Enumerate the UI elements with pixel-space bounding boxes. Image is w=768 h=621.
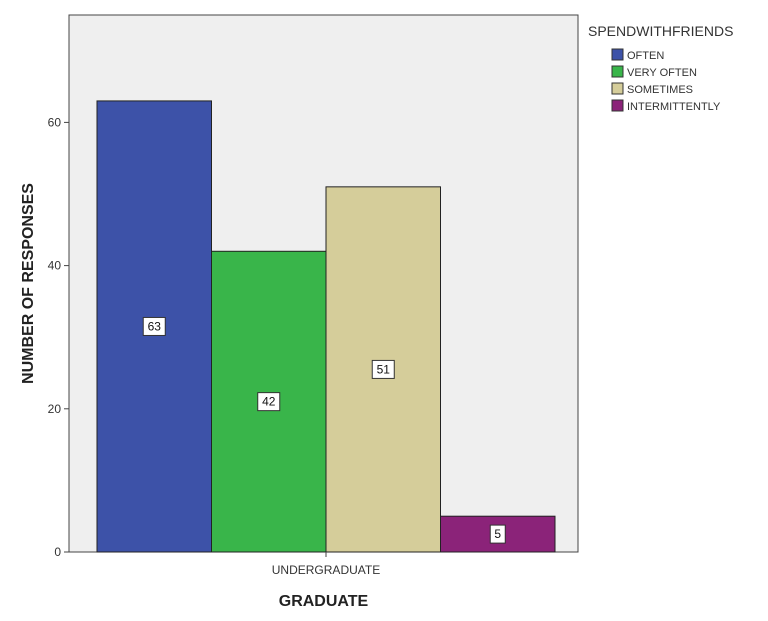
- legend-swatch: [611, 82, 624, 95]
- legend-label: OFTEN: [627, 50, 664, 62]
- legend-swatch: [611, 48, 624, 61]
- x-axis: UNDERGRADUATE: [272, 552, 380, 577]
- legend-swatch: [611, 65, 624, 78]
- data-label: 51: [377, 362, 391, 376]
- data-label-box: [371, 359, 395, 379]
- data-labels: 63 42 51 5: [142, 316, 506, 544]
- data-label-box: [257, 392, 281, 412]
- x-axis-title: GRADUATE: [279, 593, 369, 610]
- y-tick-label: 40: [48, 259, 62, 273]
- data-label-box: [489, 524, 506, 544]
- legend-label: SOMETIMES: [627, 84, 693, 96]
- legend-label: VERY OFTEN: [627, 67, 697, 79]
- x-tick-label: UNDERGRADUATE: [272, 563, 380, 577]
- data-label: 5: [494, 527, 501, 541]
- y-axis: 0 20 40 60: [48, 115, 69, 559]
- y-tick-label: 20: [48, 402, 62, 416]
- legend-title: SPENDWITHFRIENDS: [588, 23, 733, 39]
- y-axis-title: NUMBER OF RESPONSES: [20, 183, 37, 384]
- data-label-box: [142, 316, 166, 336]
- legend: SPENDWITHFRIENDS OFTEN VERY OFTEN SOMETIME…: [588, 23, 733, 113]
- data-label: 42: [262, 395, 276, 409]
- legend-swatch: [611, 99, 624, 112]
- legend-label: INTERMITTENTLY: [627, 101, 721, 113]
- data-label: 63: [148, 319, 162, 333]
- y-tick-label: 60: [48, 115, 62, 129]
- y-tick-label: 0: [54, 545, 61, 559]
